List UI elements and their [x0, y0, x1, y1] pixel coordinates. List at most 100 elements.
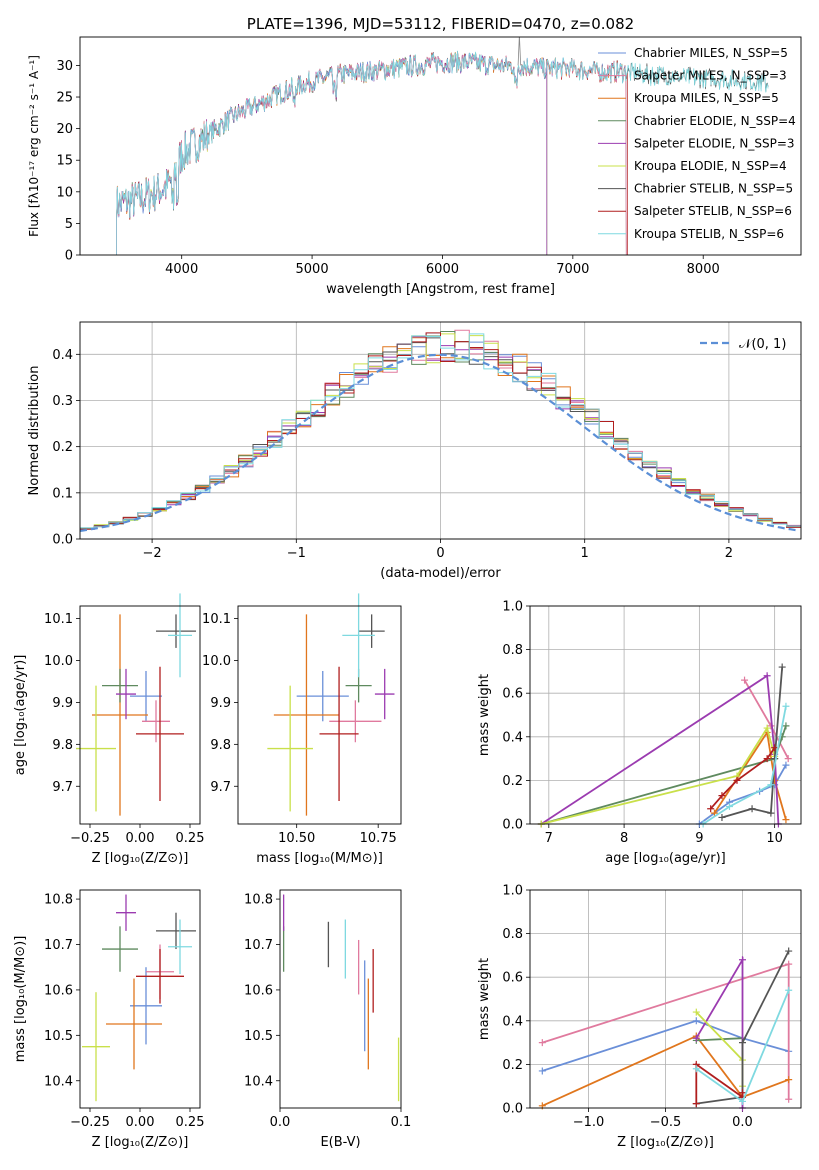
x-axis-label: Z [log₁₀(Z/Z⊙)]	[617, 1135, 714, 1150]
y-tick-label: 0.2	[502, 774, 523, 789]
x-tick-label: 10.50	[278, 831, 315, 846]
x-tick-label: 0.0	[270, 1115, 291, 1130]
weight-marker	[733, 776, 741, 784]
x-tick-label: 1	[581, 546, 589, 561]
weight-marker	[785, 960, 793, 968]
x-axis-label: (data-model)/error	[380, 566, 501, 581]
y-tick-label: 0.2	[52, 440, 73, 455]
weight-marker	[710, 809, 718, 817]
axes-frame	[79, 36, 802, 256]
y-tick-label: 0.3	[52, 394, 73, 409]
weight-line-kroupa-miles	[541, 1034, 790, 1107]
residuals-panel: −2 −1 0 1 2 0.0 0.1 0.2 0.3 0.4 (data-model)/error…	[27, 321, 802, 581]
legend-entry: Chabrier ELODIE, N_SSP=4	[634, 114, 796, 128]
spectrum-series-kroupa-stelib	[116, 50, 769, 255]
y-tick-label: 10.4	[44, 1074, 73, 1089]
axes-frame	[529, 605, 802, 825]
y-tick-label: 5	[65, 217, 73, 232]
legend-entry: Salpeter STELIB, N_SSP=6	[634, 204, 792, 218]
y-tick-label: 10.1	[202, 612, 231, 627]
y-tick-label: 10.7	[44, 938, 73, 953]
legend-entry: Chabrier STELIB, N_SSP=5	[634, 182, 793, 196]
weight-line-kroupa-stelib	[702, 706, 787, 825]
age-vs-mass-panel: 10.50 10.75 9.7 9.8 9.9 10.0 10.1 mass [log₁₀(M…	[202, 593, 402, 866]
x-axis-label: mass [log₁₀(M/M⊙)]	[256, 851, 383, 866]
x-axis-label: Z [log₁₀(Z/Z⊙)]	[92, 851, 189, 866]
y-tick-label: 10.8	[44, 893, 73, 908]
x-tick-label: 7	[545, 831, 553, 846]
weight-marker	[707, 805, 715, 813]
weight-vs-metallicity-panel: −1.0 −0.5 0.0 0.0 0.2 0.4 0.6 0.8 1.0 Z [log₁₀(Z/…	[477, 884, 802, 1150]
weight-marker	[782, 722, 790, 730]
y-tick-label: 15	[56, 154, 73, 169]
x-tick-label: 0.25	[176, 831, 205, 846]
weight-marker	[785, 1095, 793, 1103]
weight-marker	[718, 792, 726, 800]
y-tick-label: 9.8	[210, 738, 231, 753]
weight-marker	[738, 1089, 746, 1097]
y-tick-label: 0.0	[52, 533, 73, 548]
x-axis-label: age [log₁₀(age/yr)]	[605, 851, 726, 866]
x-tick-label: 6000	[426, 262, 459, 277]
spectrum-series-kroupa-miles	[116, 51, 627, 255]
x-tick-label: −1.0	[573, 1115, 605, 1130]
y-axis-label: Normed distribution	[27, 366, 42, 496]
y-tick-label: 10.1	[44, 612, 73, 627]
histogram-kroupa-stelib	[80, 333, 801, 529]
x-tick-label: 7000	[556, 262, 589, 277]
legend-entry: Kroupa MILES, N_SSP=5	[634, 91, 779, 105]
weight-marker	[738, 1039, 746, 1047]
mass-vs-ebv-panel: 0.0 0.1 10.4 10.5 10.6 10.7 10.8 E(B-V)	[244, 889, 411, 1150]
weight-marker	[785, 986, 793, 994]
weight-marker	[771, 744, 779, 752]
weight-marker	[692, 1008, 700, 1016]
x-tick-label: 0.25	[176, 1115, 205, 1130]
weight-marker	[785, 1076, 793, 1084]
y-tick-label: 10.6	[44, 983, 73, 998]
weight-marker	[782, 702, 790, 710]
x-tick-label: 2	[725, 546, 733, 561]
spectrum-panel: 4000 5000 6000 7000 8000 0 5 10 15 20 25 30 waveleng…	[27, 15, 802, 297]
mass-vs-metallicity-panel: −0.25 0.00 0.25 10.4 10.5 10.6 10.7 10.8 Z [log₁…	[13, 889, 205, 1150]
y-tick-label: 1.0	[502, 600, 523, 615]
y-tick-label: 20	[56, 122, 73, 137]
age-vs-metallicity-panel: −0.25 0.00 0.25 9.7 9.8 9.9 10.0 10.1 Z [log₁₀(Z…	[13, 593, 204, 866]
y-tick-label: 0.4	[502, 730, 523, 745]
x-tick-label: −0.25	[70, 1115, 110, 1130]
y-tick-label: 0	[65, 249, 73, 264]
x-tick-label: 5000	[296, 262, 329, 277]
y-tick-label: 10.5	[244, 1029, 273, 1044]
y-tick-label: 0.2	[502, 1058, 523, 1073]
y-tick-label: 9.8	[52, 738, 73, 753]
legend-entry: Salpeter MILES, N_SSP=3	[634, 69, 787, 83]
y-tick-label: 10.4	[244, 1074, 273, 1089]
x-tick-label: −2	[143, 546, 162, 561]
spectrum-series-chabrier-stelib	[116, 52, 769, 255]
weight-marker	[692, 1100, 700, 1108]
axes-frame	[529, 889, 802, 1109]
axes-frame	[79, 605, 201, 825]
weight-marker	[782, 816, 790, 824]
weight-marker	[778, 663, 786, 671]
x-tick-label: 0	[436, 546, 444, 561]
weight-marker	[692, 1034, 700, 1042]
x-tick-label: 4000	[165, 262, 198, 277]
weight-marker	[782, 761, 790, 769]
x-tick-label: 10.75	[360, 831, 397, 846]
y-tick-label: 1.0	[502, 884, 523, 899]
weight-marker	[763, 724, 771, 732]
spectrum-series-chabrier-miles	[116, 51, 627, 255]
axes-frame	[79, 321, 802, 540]
x-tick-label: −1	[287, 546, 306, 561]
weight-marker	[538, 1039, 546, 1047]
x-axis-label: Z [log₁₀(Z/Z⊙)]	[92, 1135, 189, 1150]
x-tick-label: 9	[695, 831, 703, 846]
y-tick-label: 0.8	[502, 643, 523, 658]
weight-marker	[785, 947, 793, 955]
y-tick-label: 0.6	[502, 971, 523, 986]
y-tick-label: 25	[56, 91, 73, 106]
weight-marker	[741, 676, 749, 684]
legend-entry: Chabrier MILES, N_SSP=5	[634, 46, 788, 60]
weight-marker	[748, 805, 756, 813]
chart-title: PLATE=1396, MJD=53112, FIBERID=0470, z=0…	[247, 15, 634, 33]
